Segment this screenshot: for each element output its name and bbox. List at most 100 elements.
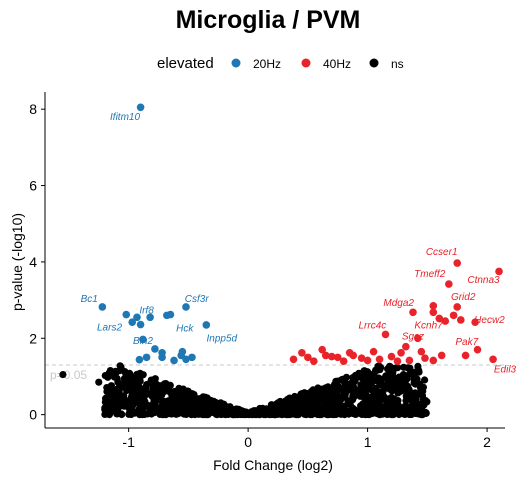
point-20hz — [163, 311, 171, 320]
ns-points — [59, 362, 431, 419]
ns-point — [183, 387, 191, 395]
ns-point — [284, 410, 292, 418]
point-40hz — [318, 345, 326, 354]
ns-point — [357, 370, 366, 378]
plot-area: p=0.05 Ifitm10 Bc1 Csf3r Irf8 Lars2 Hck Inpp5d… — [29, 92, 517, 450]
y-tick-label: 4 — [29, 254, 37, 270]
gene-label: Mdga2 — [383, 298, 414, 309]
gene-label: Ccser1 — [426, 247, 458, 258]
point-20hz — [142, 353, 151, 362]
gene-label: Lrrc4c — [358, 321, 386, 332]
point-20hz — [139, 335, 147, 344]
ns-point — [418, 391, 426, 399]
point-40hz — [429, 356, 438, 365]
gene-label: Csf3r — [185, 294, 210, 305]
ns-point — [233, 406, 241, 414]
ns-point — [125, 380, 133, 388]
ns-point — [171, 395, 180, 403]
point-40hz — [357, 354, 366, 362]
point-20hz — [122, 310, 131, 319]
ns-point — [323, 385, 331, 393]
ns-point — [162, 380, 170, 388]
point-40hz — [375, 355, 384, 364]
point-40hz — [456, 316, 465, 324]
ns-point — [107, 397, 115, 405]
ns-point — [341, 379, 349, 387]
legend-entry-20hz: 20Hz — [231, 57, 281, 71]
ns-point — [152, 383, 160, 391]
ns-point — [330, 387, 338, 395]
ns-point — [136, 377, 144, 385]
gene-label: Hecw2 — [474, 315, 505, 326]
legend-entry-40hz: 40Hz — [301, 57, 351, 71]
point-40hz — [393, 357, 402, 365]
point-40hz — [381, 330, 390, 339]
point-40hz — [495, 267, 503, 276]
ns-point — [375, 410, 383, 418]
ns-point — [160, 405, 168, 413]
ns-point — [366, 410, 374, 418]
axes: -1 0 1 2 0 2 4 6 8 — [29, 92, 505, 450]
point-20hz — [202, 321, 211, 329]
ns-point — [337, 396, 345, 404]
gene-label: Pak7 — [455, 337, 478, 348]
point-40hz — [445, 280, 453, 288]
chart-title: Microglia / PVM — [176, 6, 361, 34]
ns-point — [379, 403, 387, 411]
ns-point — [141, 402, 149, 411]
ns-point — [125, 374, 133, 382]
ns-point — [401, 402, 409, 411]
ns-point — [140, 410, 149, 419]
ns-point — [257, 408, 265, 416]
ns-point — [363, 368, 371, 376]
ns-point — [341, 391, 349, 399]
ns-point — [319, 391, 327, 400]
point-40hz — [461, 351, 470, 360]
point-40hz — [345, 348, 354, 357]
point-20hz — [136, 103, 145, 112]
y-tick-label: 8 — [29, 101, 37, 117]
point-40hz — [363, 356, 372, 365]
ns-point — [376, 366, 384, 374]
ns-point — [101, 410, 109, 418]
gene-label: Tmeff2 — [414, 269, 446, 280]
ns-point — [421, 376, 429, 384]
legend-marker-ns — [369, 58, 379, 68]
ns-point — [406, 364, 414, 372]
gene-labels: Ifitm10 Bc1 Csf3r Irf8 Lars2 Hck Inpp5d Bin2 Ccs… — [81, 112, 517, 376]
ns-point — [385, 385, 394, 393]
legend-label-40hz: 40Hz — [323, 57, 351, 71]
point-40hz — [429, 302, 438, 310]
ns-point — [158, 398, 167, 406]
ns-point — [330, 381, 339, 389]
ns-point — [394, 364, 402, 372]
gene-label: Kcnh7 — [414, 321, 443, 332]
ns-point — [323, 404, 331, 412]
ns-point — [213, 400, 221, 408]
ns-point — [368, 395, 376, 403]
ns-point — [197, 408, 205, 416]
x-axis-title: Fold Change (log2) — [213, 457, 333, 473]
ns-point — [180, 407, 188, 415]
ns-point — [403, 382, 412, 391]
ns-point — [113, 406, 122, 414]
point-20hz — [182, 303, 190, 311]
point-20hz — [158, 353, 166, 362]
ns-point — [391, 408, 399, 416]
legend-marker-40hz — [301, 58, 311, 68]
ns-point — [330, 410, 338, 418]
ns-point — [387, 364, 395, 372]
ns-point — [350, 377, 359, 386]
gene-label: Grid2 — [451, 292, 476, 303]
point-40hz — [435, 314, 444, 323]
point-40hz — [429, 308, 438, 317]
ns-point — [128, 393, 136, 401]
point-40hz — [310, 357, 318, 365]
point-20hz — [177, 351, 186, 360]
p-threshold-label: p=0.05 — [50, 368, 87, 382]
ns-point — [399, 370, 408, 379]
point-40hz — [304, 353, 312, 362]
point-20hz — [135, 355, 144, 364]
ns-point — [328, 394, 336, 402]
